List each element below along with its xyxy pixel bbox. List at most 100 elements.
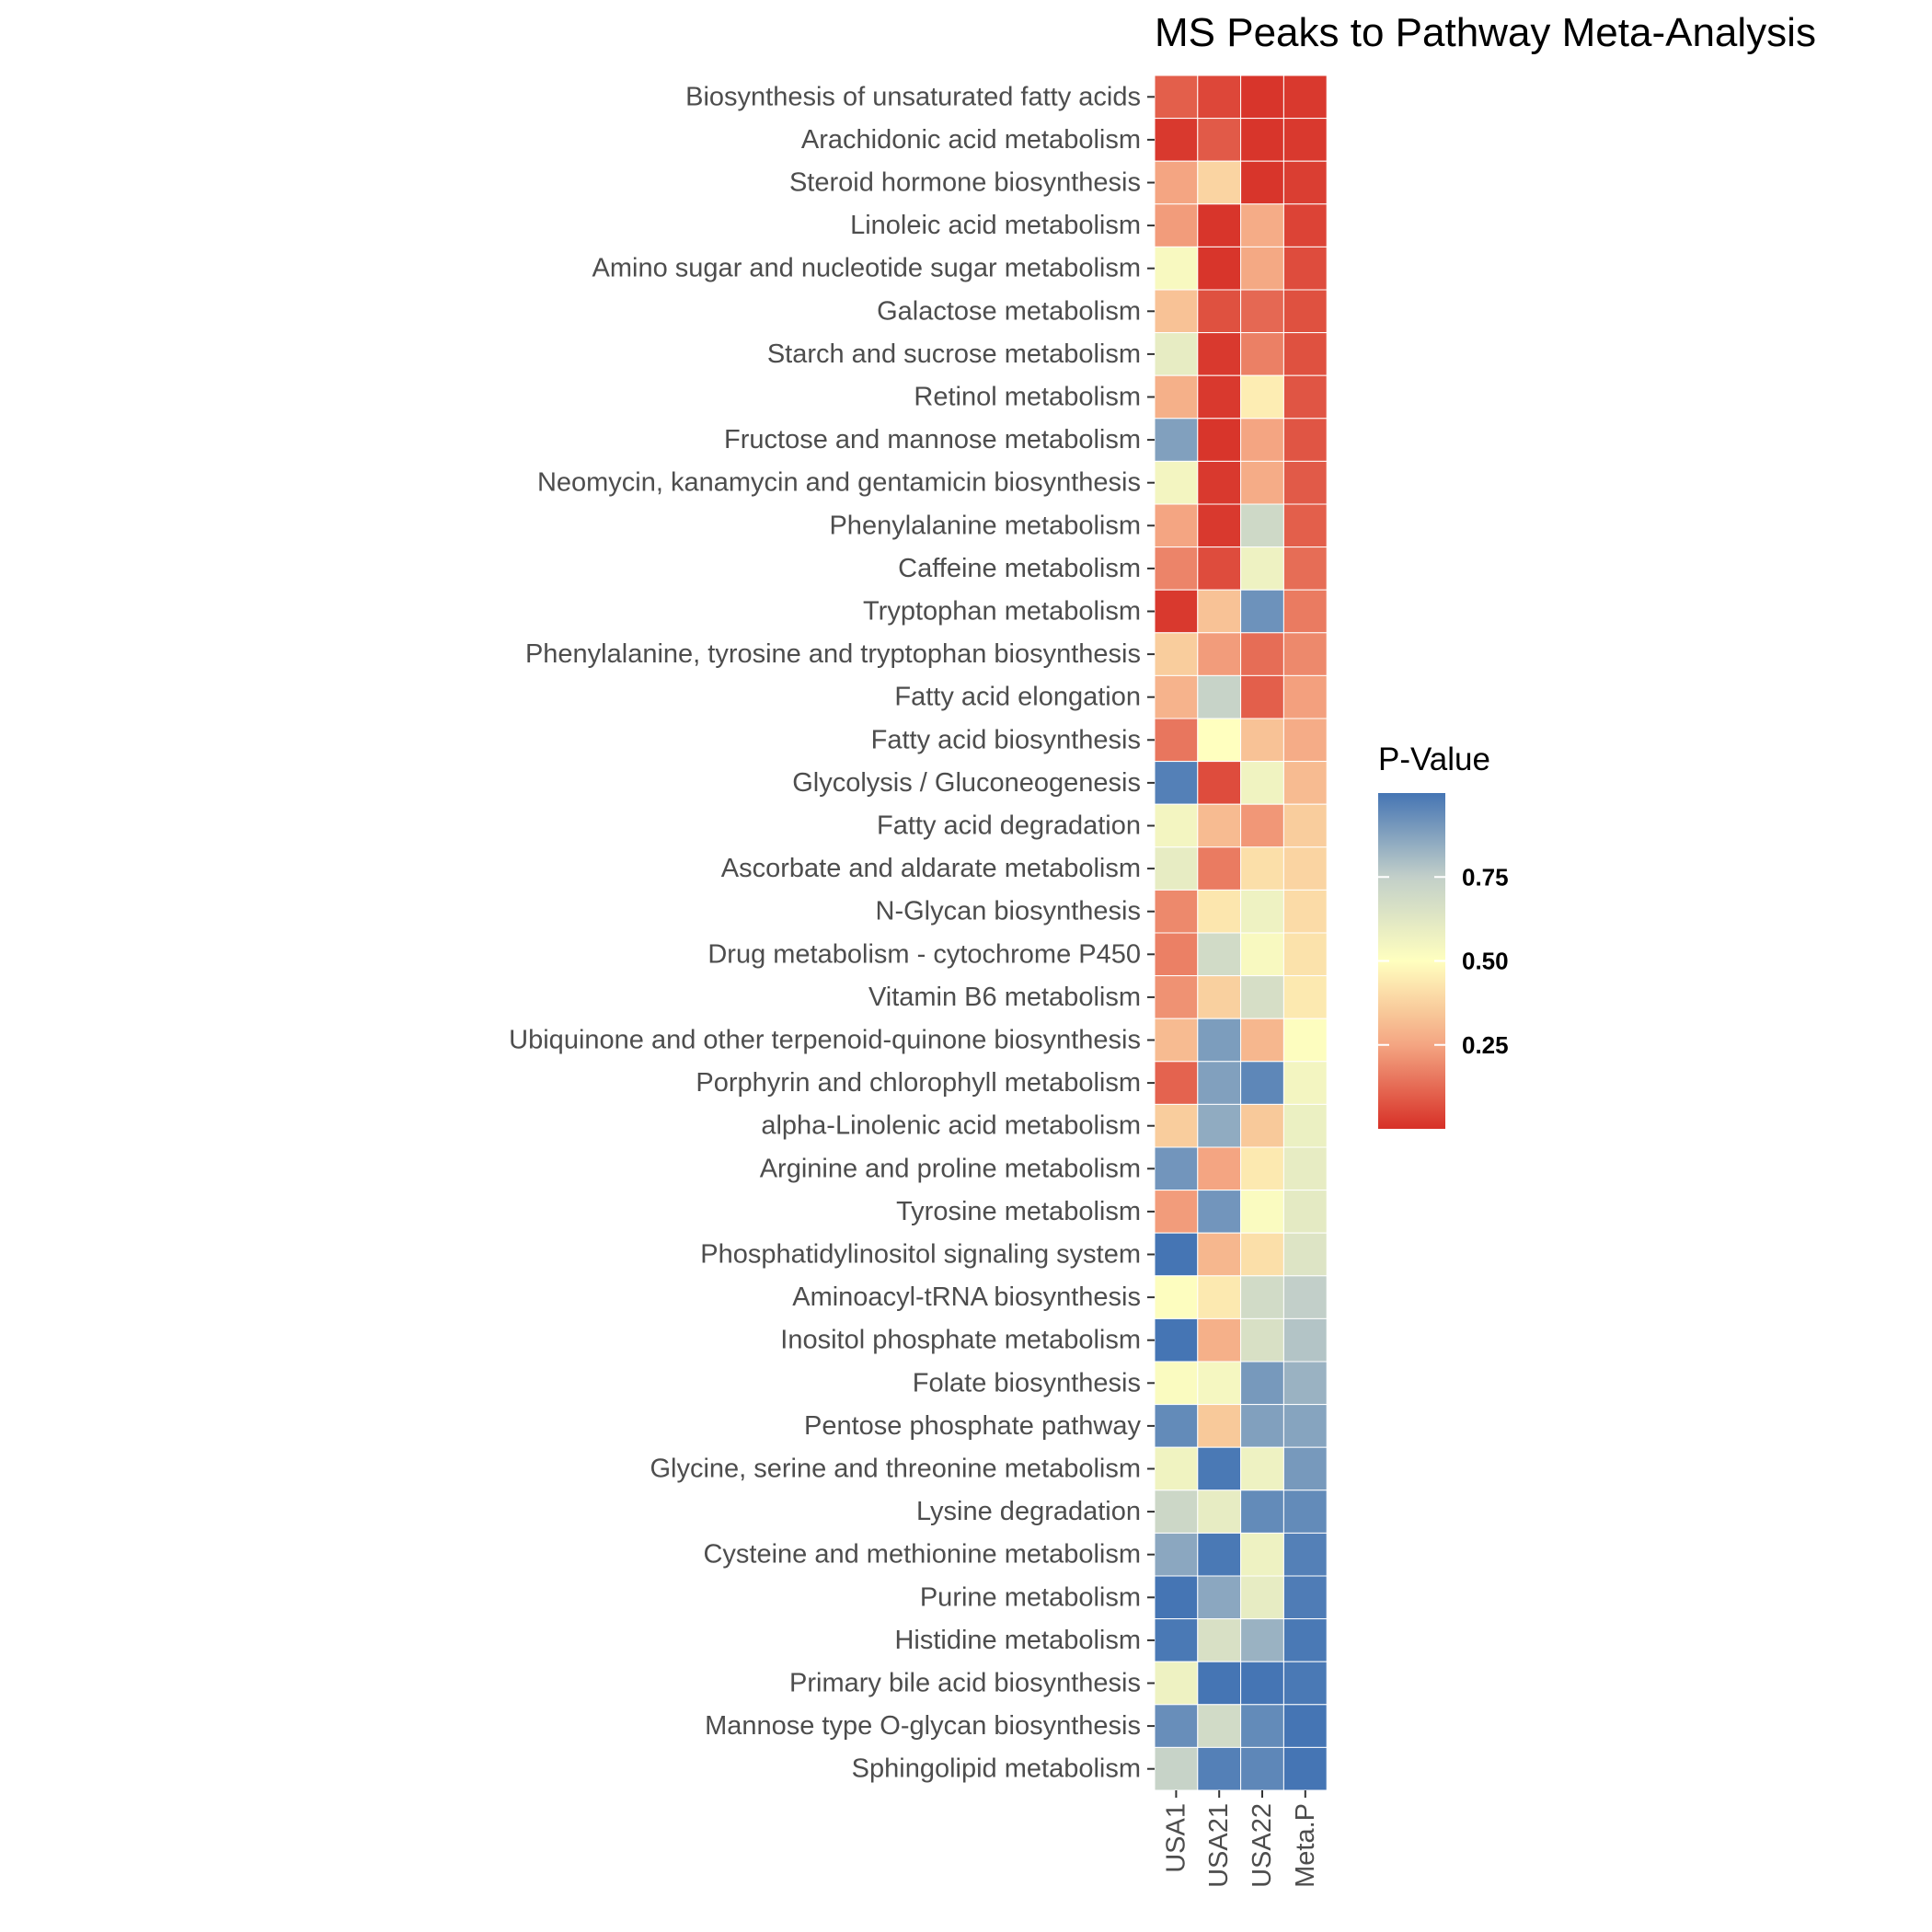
heatmap-cell [1154, 1532, 1199, 1577]
heatmap-cell [1197, 203, 1242, 247]
heatmap-cell [1154, 718, 1199, 763]
heatmap-cell [1154, 289, 1199, 334]
heatmap-cell [1282, 803, 1328, 848]
heatmap-cell [1154, 803, 1199, 848]
column-labels: USA1 USA21 USA22 Meta.P [1161, 1790, 1320, 1888]
row-label: Aminoacyl-tRNA biosynthesis [792, 1282, 1141, 1312]
heatmap-cell [1240, 75, 1284, 120]
legend-label: 0.75 [1462, 863, 1509, 891]
row-label: Fructose and mannose metabolism [724, 425, 1141, 454]
row-label: N-Glycan biosynthesis [876, 897, 1142, 926]
heatmap-cell [1282, 1575, 1328, 1620]
heatmap-cell [1154, 203, 1199, 247]
heatmap-cell [1154, 1232, 1199, 1277]
heatmap-cell [1197, 589, 1242, 634]
heatmap-cell [1154, 460, 1199, 505]
row-label: Sphingolipid metabolism [852, 1754, 1141, 1784]
heatmap-cell [1240, 203, 1284, 247]
heatmap-cell [1154, 1361, 1199, 1406]
heatmap-cell [1240, 1532, 1284, 1577]
row-label: Ubiquinone and other terpenoid-quinone b… [509, 1026, 1141, 1055]
heatmap-cell [1282, 1317, 1328, 1363]
heatmap-cell [1240, 1704, 1284, 1748]
row-label: Tryptophan metabolism [863, 597, 1141, 627]
heatmap-cell [1154, 1618, 1199, 1662]
heatmap-cell [1240, 418, 1284, 462]
heatmap-cell [1197, 160, 1242, 205]
row-label: Biosynthesis of unsaturated fatty acids [685, 82, 1141, 111]
heatmap-cell [1240, 503, 1284, 548]
heatmap-cell [1282, 1103, 1328, 1148]
heatmap-cell [1154, 761, 1199, 805]
heatmap-cell [1197, 1704, 1242, 1748]
heatmap-cell [1197, 546, 1242, 591]
heatmap-cell [1154, 418, 1199, 462]
heatmap-cell [1197, 503, 1242, 548]
heatmap-cell [1282, 246, 1328, 291]
row-label: alpha-Linolenic acid metabolism [761, 1111, 1141, 1141]
heatmap-cell [1154, 632, 1199, 676]
heatmap-cell [1154, 503, 1199, 548]
heatmap-cell [1154, 332, 1199, 376]
heatmap-cell [1154, 1190, 1199, 1234]
heatmap-cell [1197, 1275, 1242, 1319]
heatmap-cell [1240, 1404, 1284, 1448]
heatmap-cell [1282, 460, 1328, 505]
heatmap-cell [1282, 546, 1328, 591]
heatmap-cell [1240, 118, 1284, 162]
heatmap-cell [1197, 1575, 1242, 1620]
heatmap-cell [1282, 674, 1328, 719]
row-label: Vitamin B6 metabolism [868, 983, 1141, 1012]
heatmap-cell [1282, 332, 1328, 376]
heatmap-cell [1282, 761, 1328, 805]
row-label: Retinol metabolism [914, 383, 1141, 412]
heatmap-cell [1154, 674, 1199, 719]
heatmap-cell [1282, 418, 1328, 462]
row-labels: Biosynthesis of unsaturated fatty acids A… [509, 82, 1155, 1784]
heatmap-cell [1282, 289, 1328, 334]
heatmap-cell [1240, 1190, 1284, 1234]
heatmap-cell [1282, 1489, 1328, 1534]
heatmap-cell [1240, 889, 1284, 934]
column-label: USA1 [1161, 1803, 1190, 1873]
row-label: Starch and sucrose metabolism [767, 339, 1141, 369]
heatmap-cell [1197, 1317, 1242, 1363]
heatmap-cell [1240, 674, 1284, 719]
heatmap-cell [1197, 932, 1242, 977]
heatmap-cell [1197, 75, 1242, 120]
heatmap-cell [1197, 418, 1242, 462]
row-label: Phenylalanine, tyrosine and tryptophan b… [525, 639, 1141, 669]
heatmap-cell [1197, 1661, 1242, 1706]
heatmap-cell [1197, 1446, 1242, 1491]
heatmap-cell [1197, 1361, 1242, 1406]
heatmap-cell [1197, 975, 1242, 1019]
heatmap-cell [1197, 1404, 1242, 1448]
row-label: Mannose type O-glycan biosynthesis [705, 1711, 1141, 1741]
heatmap-cell [1282, 632, 1328, 676]
heatmap-cell [1197, 1190, 1242, 1234]
row-label: Arginine and proline metabolism [760, 1154, 1141, 1183]
heatmap-cell [1154, 1704, 1199, 1748]
heatmap-cell [1154, 975, 1199, 1019]
heatmap-cell [1240, 718, 1284, 763]
heatmap-cell [1197, 374, 1242, 420]
heatmap-cell [1154, 1146, 1199, 1191]
column-label: USA22 [1248, 1803, 1277, 1888]
heatmap-cell [1154, 1446, 1199, 1491]
heatmap-cell [1282, 203, 1328, 247]
column-label: USA21 [1204, 1803, 1234, 1888]
row-label: Inositol phosphate metabolism [780, 1326, 1141, 1355]
heatmap-cell [1282, 1146, 1328, 1191]
heatmap-cell [1154, 1404, 1199, 1448]
heatmap-cell [1240, 803, 1284, 848]
row-label: Fatty acid biosynthesis [871, 725, 1141, 754]
heatmap-cell [1240, 761, 1284, 805]
heatmap-cell [1197, 1532, 1242, 1577]
row-label: Arachidonic acid metabolism [801, 125, 1141, 155]
row-label: Drug metabolism - cytochrome P450 [707, 939, 1141, 969]
row-label: Galactose metabolism [877, 296, 1141, 326]
heatmap-cell [1240, 846, 1284, 891]
heatmap-cell [1197, 1061, 1242, 1105]
row-label: Cysteine and methionine metabolism [703, 1540, 1141, 1570]
heatmap-cell [1154, 846, 1199, 891]
